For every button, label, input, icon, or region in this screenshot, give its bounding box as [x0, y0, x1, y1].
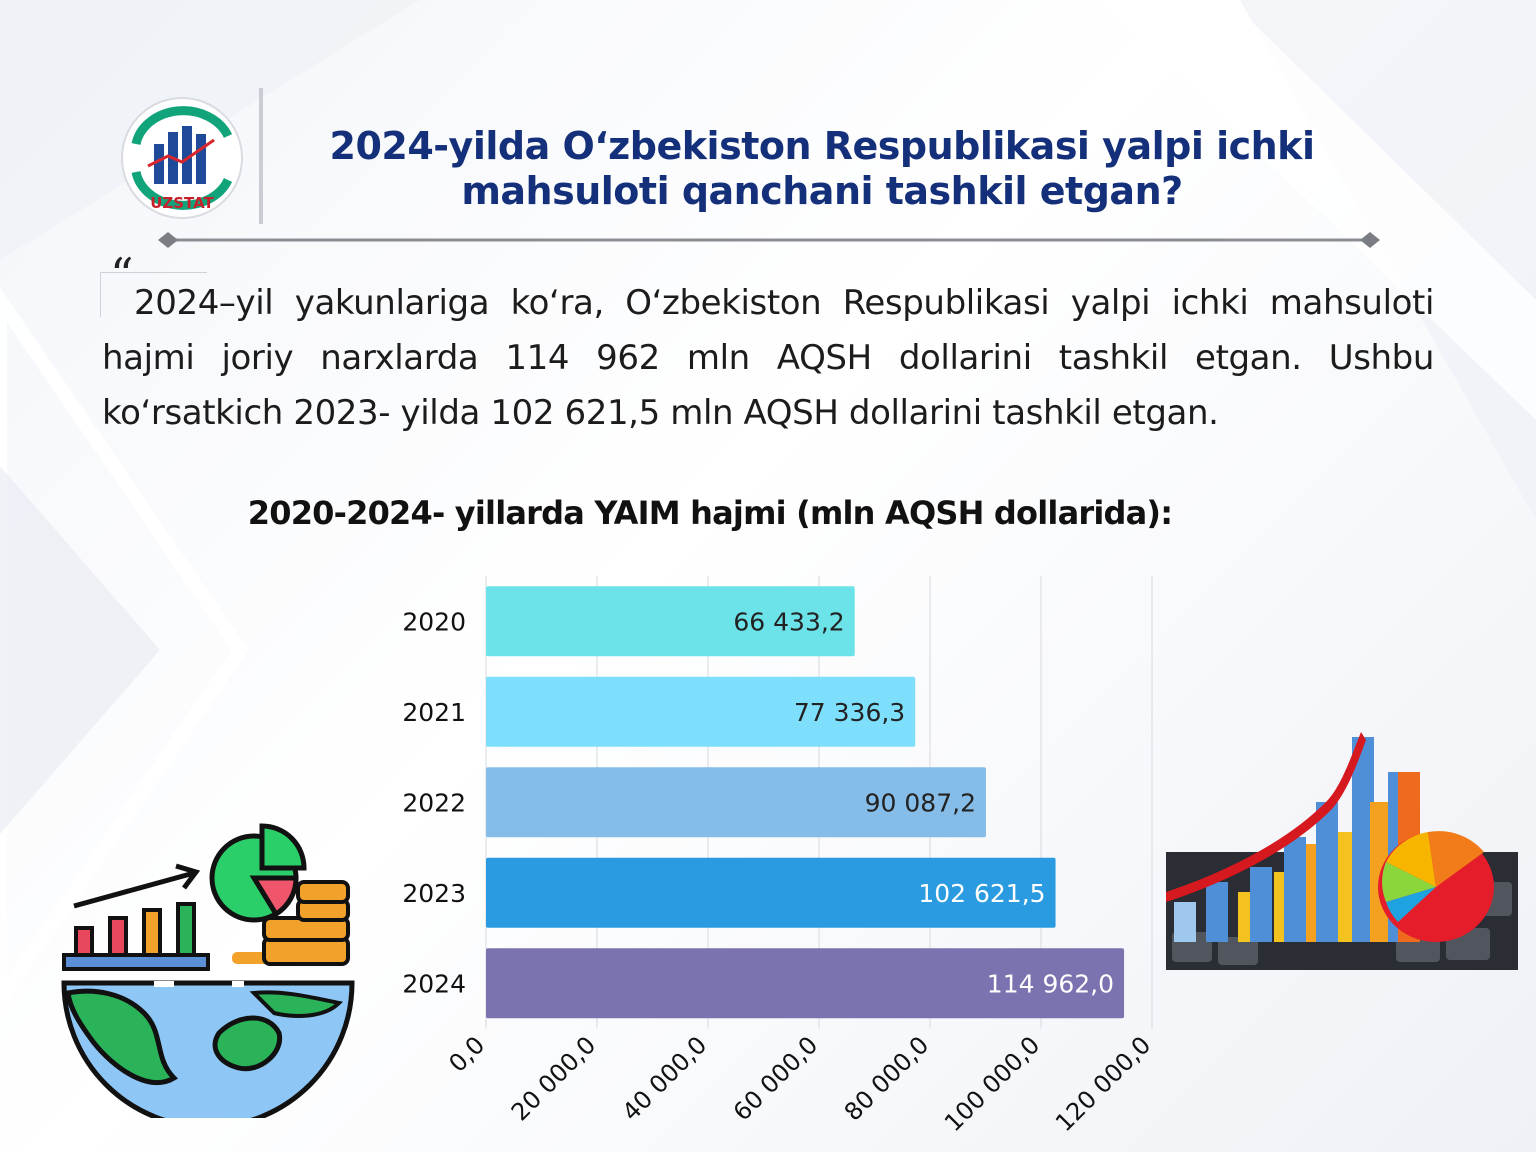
- data-label: 90 087,2: [865, 788, 976, 817]
- x-tick-label: 40 000,0: [617, 1031, 712, 1126]
- data-label: 77 336,3: [794, 698, 905, 727]
- category-label: 2023: [402, 879, 466, 908]
- x-tick-label: 20 000,0: [506, 1031, 601, 1126]
- growth-globe-coins-icon: [61, 823, 355, 1118]
- category-label: 2024: [402, 969, 466, 998]
- gdp-bar-chart: 2020 66 433,2 2021 77 336,3 2022 90 087,2 2023…: [402, 576, 1156, 1137]
- page-title: 2024-yilda O‘zbekiston Respublikasi yalp…: [329, 124, 1315, 213]
- chart-title: 2020-2024- yillarda YAIM hajmi (mln AQSH…: [247, 494, 1173, 532]
- bar: [486, 676, 916, 747]
- bar: [486, 857, 1056, 928]
- quote-mark: “: [110, 248, 134, 302]
- logo-text: UZSTAT: [150, 194, 214, 212]
- bar: [486, 767, 986, 838]
- summary-text: 2024–yil yakunlariga ko‘ra, O‘zbekiston …: [102, 283, 1434, 433]
- header-divider: [259, 88, 263, 224]
- summary-paragraph: 2024–yil yakunlariga ko‘ra, O‘zbekiston …: [102, 276, 1434, 441]
- category-label: 2020: [402, 607, 466, 636]
- data-label: 114 962,0: [987, 969, 1114, 998]
- x-tick-label: 60 000,0: [728, 1031, 823, 1126]
- x-tick-label: 100 000,0: [939, 1031, 1045, 1137]
- bar: [486, 586, 855, 657]
- bar: [486, 948, 1125, 1019]
- x-tick-label: 80 000,0: [839, 1031, 934, 1126]
- uzstat-logo: UZSTAT: [121, 97, 243, 219]
- x-tick-label: 120 000,0: [1050, 1031, 1156, 1137]
- category-label: 2022: [402, 788, 466, 817]
- data-label: 102 621,5: [918, 879, 1045, 908]
- x-tick-label: 0,0: [443, 1031, 490, 1078]
- quote-frame: [100, 272, 207, 317]
- category-label: 2021: [402, 698, 466, 727]
- data-label: 66 433,2: [733, 607, 844, 636]
- title-separator: [158, 232, 1380, 248]
- bar-chart-pie-keyboard-icon: [1166, 732, 1518, 970]
